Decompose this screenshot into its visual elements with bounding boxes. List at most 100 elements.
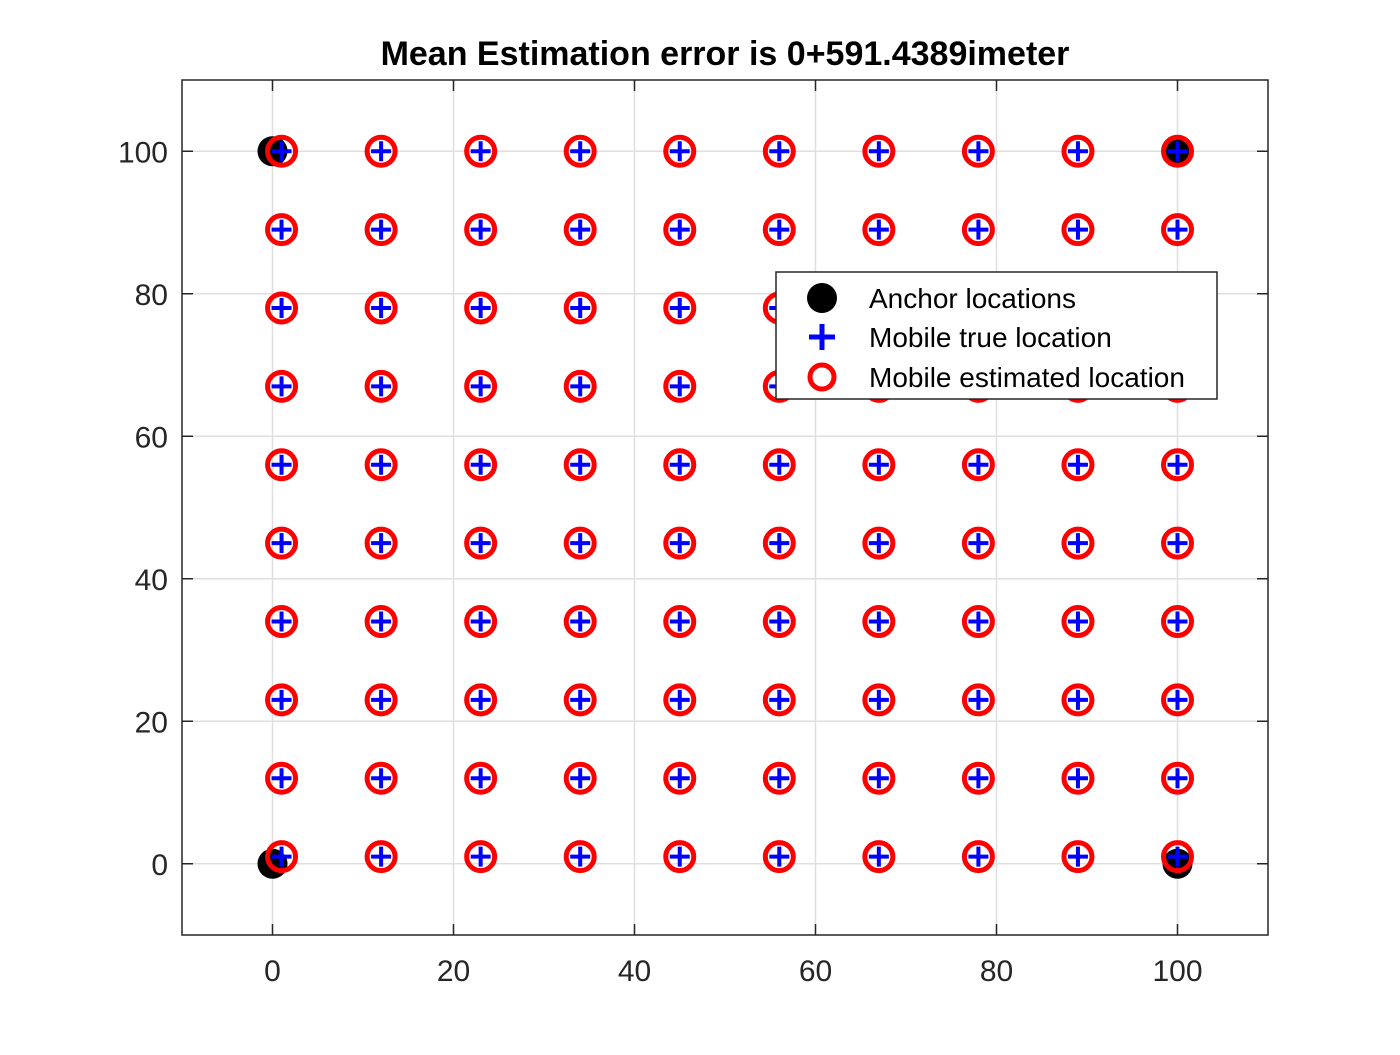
tick-layer: 0 20 40 60 80 100 0 20 40 60 80 100 [118,80,1268,988]
estimated-point [265,683,299,717]
true-point [669,611,690,632]
estimated-point [961,840,995,874]
true-point [669,454,690,475]
estimated-point [464,213,498,247]
true-point [470,533,491,554]
true-point [868,141,889,162]
y-tick-label: 60 [135,421,168,454]
estimated-point [1061,683,1095,717]
estimated-point [961,526,995,560]
true-point [1067,846,1088,867]
true-point [769,219,790,240]
true-point [371,533,392,554]
true-point [669,298,690,318]
estimated-point [364,526,398,560]
estimated-point [961,683,995,717]
true-point [669,768,690,789]
estimated-point [464,134,498,168]
true-point [968,846,989,867]
true-point [669,141,690,162]
true-point [1167,768,1188,789]
estimated-point [265,369,299,403]
y-tick-label: 80 [135,279,168,312]
estimated-point [265,761,299,795]
estimated-point [364,369,398,403]
estimated-point [1161,448,1194,482]
true-point [769,846,790,867]
true-point [1067,611,1088,632]
x-tick-label: 60 [799,955,832,988]
true-point [570,141,591,162]
x-tick-label: 0 [264,955,281,988]
true-point [271,533,292,554]
estimated-point [1061,526,1095,560]
estimated-point [364,448,398,482]
true-point [271,846,292,867]
true-point [570,689,591,710]
x-tick-label: 80 [980,955,1013,988]
estimated-point [961,134,995,168]
estimated-point [762,605,796,638]
true-point [271,611,292,632]
axes-box [181,79,1269,936]
estimated-point [1061,448,1095,482]
true-point [968,611,989,632]
estimated-point [1061,761,1095,795]
true-point [371,768,392,789]
true-point [1167,846,1188,867]
true-point [769,611,790,632]
true-point [868,454,889,475]
true-point [470,611,491,632]
true-point [570,298,591,318]
estimated-point [762,213,796,247]
true-point [271,298,292,318]
true-point [669,376,690,397]
estimated-point [563,683,597,717]
true-point [470,454,491,475]
true-point [1167,141,1188,162]
true-point [968,454,989,475]
true-point [1067,454,1088,475]
true-point [1167,219,1188,240]
legend-estimated-marker [807,362,837,392]
true-point [1067,141,1088,162]
estimated-point [762,683,796,717]
true-point [271,768,292,789]
true-point [271,689,292,710]
true-point [371,141,392,162]
true-point [868,533,889,554]
true-point [470,846,491,867]
legend: Anchor locations Mobile true location Mobi… [775,271,1218,400]
estimated-point [1161,605,1194,638]
estimated-point [464,683,498,717]
estimated-point [663,605,697,638]
true-point [271,219,292,240]
estimated-point [1161,683,1194,717]
estimated-point [1161,134,1194,168]
estimated-point [364,683,398,717]
y-tick-label: 20 [135,706,168,739]
true-point [868,219,889,240]
estimated-point [762,448,796,482]
estimated-point [663,448,697,482]
estimated-point [364,291,398,325]
true-point [1167,611,1188,632]
true-point [1067,768,1088,789]
true-point [570,376,591,397]
estimated-point [663,840,697,874]
legend-anchor-marker [807,283,837,313]
true-point [1067,533,1088,554]
y-tick-label: 40 [135,564,168,597]
true-point [769,454,790,475]
true-point [570,219,591,240]
true-point [271,141,292,162]
estimated-point [464,526,498,560]
true-point [968,141,989,162]
true-point [669,533,690,554]
true-point [1067,689,1088,710]
estimated-point [265,291,299,325]
x-tick-label: 20 [437,955,470,988]
estimated-point [862,605,896,638]
estimated-point [364,213,398,247]
